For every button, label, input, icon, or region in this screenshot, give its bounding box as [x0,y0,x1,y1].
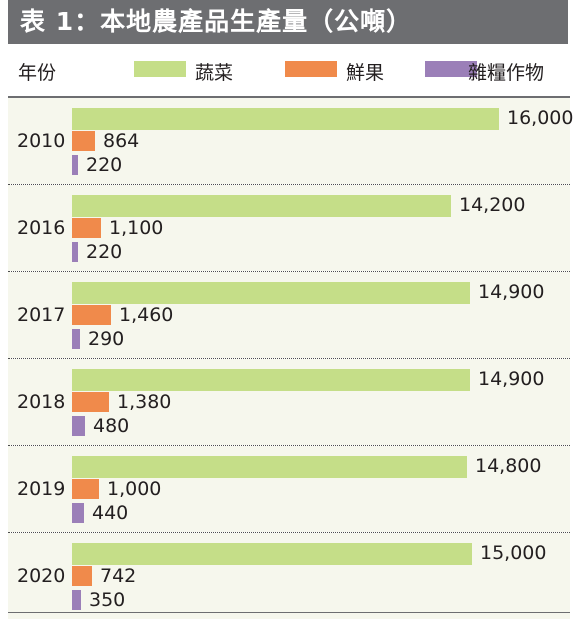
value-label-field-crops-2020: 350 [89,589,126,611]
bar-fruits-2018 [72,392,109,412]
bar-vegetables-2020 [72,543,472,565]
group-separator [8,184,570,185]
value-label-field-crops-2017: 290 [88,328,125,350]
value-label-field-crops-2016: 220 [86,241,123,263]
year-label-2016: 2016 [17,217,66,239]
value-label-vegetables-2016: 14,200 [459,194,526,216]
group-separator [8,271,570,272]
value-label-vegetables-2010: 16,000 [507,107,574,129]
legend-label-vegetables: 蔬菜 [195,62,234,84]
value-label-field-crops-2018: 480 [93,415,130,437]
year-label-2018: 2018 [17,391,66,413]
bar-field-crops-2010 [72,155,78,175]
legend-label-fruits: 鮮果 [346,62,385,84]
bar-vegetables-2017 [72,282,470,304]
value-label-field-crops-2019: 440 [92,502,129,524]
value-label-fruits-2016: 1,100 [109,217,164,239]
bar-field-crops-2017 [72,329,80,349]
legend-swatch-field-crops [425,61,477,77]
value-label-fruits-2018: 1,380 [117,391,172,413]
value-label-vegetables-2020: 15,000 [480,542,547,564]
year-label-2019: 2019 [17,478,66,500]
legend-label-field-crops: 雜糧作物 [468,62,545,84]
year-label-2017: 2017 [17,304,66,326]
bar-vegetables-2016 [72,195,451,217]
bar-chart: 2010 16,000 864 220 2016 14,200 1,100 220 2017 14… [0,98,578,619]
bar-field-crops-2018 [72,416,85,436]
year-label-2020: 2020 [17,565,66,587]
group-separator [8,445,570,446]
chart-title: 表 1：本地農產品生產量（公噸） [8,0,568,44]
value-label-vegetables-2017: 14,900 [478,281,545,303]
value-label-vegetables-2018: 14,900 [478,368,545,390]
bar-field-crops-2019 [72,503,84,523]
year-label-2010: 2010 [17,130,66,152]
bar-field-crops-2016 [72,242,78,262]
bar-vegetables-2018 [72,369,470,391]
bottom-divider [8,612,570,613]
year-column-header: 年份 [18,62,57,84]
group-separator [8,532,570,533]
value-label-fruits-2020: 742 [100,565,137,587]
value-label-vegetables-2019: 14,800 [475,455,542,477]
value-label-field-crops-2010: 220 [86,154,123,176]
value-label-fruits-2017: 1,460 [119,304,174,326]
bar-fruits-2017 [72,305,111,325]
group-separator [8,358,570,359]
bar-fruits-2020 [72,566,92,586]
bar-fruits-2010 [72,131,95,151]
header-divider [8,96,570,98]
legend: 年份 蔬菜 鮮果 雜糧作物 [0,56,578,90]
bar-field-crops-2020 [72,590,81,610]
bar-fruits-2019 [72,479,99,499]
value-label-fruits-2010: 864 [103,130,140,152]
bar-fruits-2016 [72,218,101,238]
bar-vegetables-2019 [72,456,467,478]
legend-swatch-fruits [285,61,337,77]
legend-swatch-vegetables [134,61,186,77]
bar-vegetables-2010 [72,108,499,130]
value-label-fruits-2019: 1,000 [107,478,162,500]
